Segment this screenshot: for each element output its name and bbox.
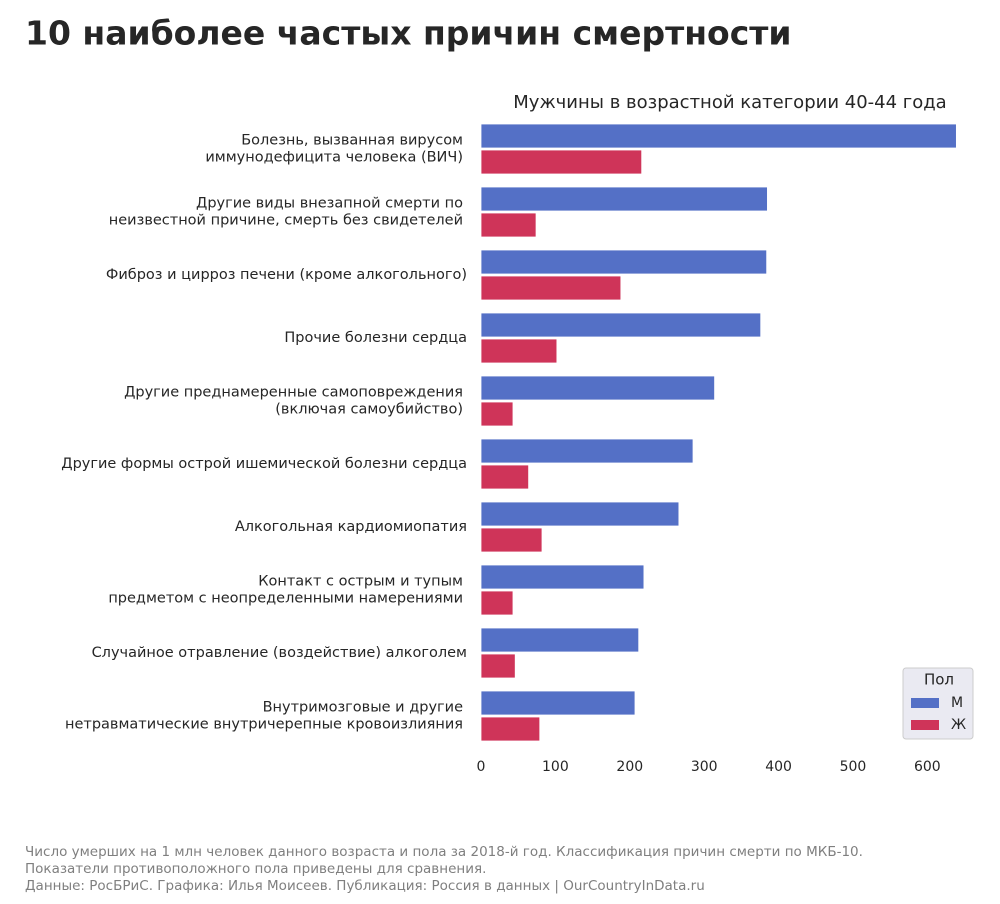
bar: [480, 438, 694, 464]
y-tick-label: Фиброз и цирроз печени (кроме алкогольно…: [106, 267, 467, 283]
legend-label: Ж: [951, 717, 966, 733]
chart-subtitle: Мужчины в возрастной категории 40-44 год…: [513, 92, 946, 113]
legend-title: Пол: [924, 671, 954, 689]
bar: [480, 275, 622, 301]
bar: [480, 590, 514, 616]
legend-label: М: [951, 695, 963, 711]
bar: [480, 627, 640, 653]
x-tick-label: 300: [691, 759, 718, 775]
y-tick-label: Другие преднамеренные самоповреждения (вк…: [124, 385, 463, 418]
bar: [480, 312, 762, 338]
y-tick-label: Случайное отравление (воздействие) алког…: [92, 645, 467, 661]
bar: [480, 123, 957, 149]
x-tick-label: 400: [765, 759, 792, 775]
chart-title: 10 наиболее частых причин смертности: [25, 14, 792, 53]
x-tick-label: 200: [616, 759, 643, 775]
bar: [480, 501, 680, 527]
y-tick-label: Алкогольная кардиомиопатия: [235, 519, 467, 535]
y-tick-label: Болезнь, вызванная вирусом иммунодефицита…: [205, 133, 463, 166]
bar: [480, 338, 558, 364]
bar: [480, 375, 715, 401]
bar: [480, 401, 514, 427]
bar: [480, 653, 516, 679]
y-tick-label: Другие виды внезапной смерти по неизвестн…: [109, 196, 463, 229]
bar: [480, 212, 537, 238]
legend-swatch: [911, 720, 939, 730]
y-tick-label: Контакт с острым и тупым предметом с неоп…: [108, 574, 463, 607]
x-tick-label: 0: [477, 759, 486, 775]
footnote: Данные: РосБРиС. Графика: Илья Моисеев. …: [25, 878, 705, 894]
bar: [480, 149, 643, 175]
bar: [480, 186, 768, 212]
y-tick-label: Другие формы острой ишемической болезни …: [61, 456, 467, 472]
x-tick-label: 600: [914, 759, 941, 775]
bar: [480, 716, 541, 742]
x-tick-label: 100: [542, 759, 569, 775]
x-tick-label: 500: [840, 759, 867, 775]
bar: [480, 690, 636, 716]
legend-swatch: [911, 698, 939, 708]
y-tick-label: Прочие болезни сердца: [284, 330, 467, 346]
bar: [480, 249, 768, 275]
bar: [480, 564, 645, 590]
bar: [480, 464, 530, 490]
bar: [480, 527, 543, 553]
y-tick-label: Внутримозговые и другие нетравматические …: [65, 700, 463, 733]
footnote: Показатели противоположного пола приведе…: [25, 861, 486, 877]
footnote: Число умерших на 1 млн человек данного в…: [25, 844, 863, 860]
